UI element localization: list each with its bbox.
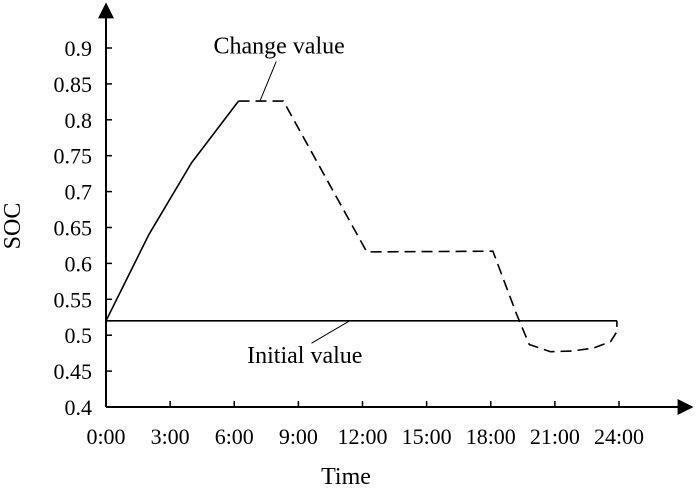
y-tick-label: 0.4 bbox=[65, 395, 93, 420]
y-tick-label: 0.8 bbox=[65, 108, 93, 133]
y-tick-label: 0.55 bbox=[54, 287, 93, 312]
x-tick-label: 3:00 bbox=[151, 424, 190, 449]
series-line-1-solid bbox=[105, 100, 240, 322]
y-tick-label: 0.5 bbox=[65, 323, 93, 348]
y-tick-label: 0.6 bbox=[65, 251, 93, 276]
y-axis-label: SOC bbox=[0, 203, 26, 250]
annotations: Change value Initial value bbox=[213, 33, 362, 369]
annotation-text: Initial value bbox=[247, 343, 362, 369]
x-axis-label: Time bbox=[321, 464, 371, 489]
x-tick-label: 12:00 bbox=[337, 424, 387, 449]
annotation-leader bbox=[311, 320, 350, 344]
ticks: 0.4 0.45 0.5 0.55 0.6 0.65 0.7 0.75 0.8 0.85 0.9 0:… bbox=[54, 36, 645, 449]
y-tick-label: 0.7 bbox=[65, 180, 93, 205]
x-tick-label: 18:00 bbox=[466, 424, 516, 449]
y-tick-label: 0.85 bbox=[54, 72, 93, 97]
series-line-2-dashed bbox=[238, 100, 618, 353]
annotation-text: Change value bbox=[213, 33, 344, 59]
x-tick-label: 15:00 bbox=[402, 424, 452, 449]
axes bbox=[98, 2, 694, 415]
series bbox=[105, 100, 618, 353]
x-tick-label: 9:00 bbox=[279, 424, 318, 449]
x-tick-label: 6:00 bbox=[215, 424, 254, 449]
x-tick-label: 0:00 bbox=[86, 424, 125, 449]
y-tick-label: 0.75 bbox=[54, 144, 93, 169]
x-tick-label: 24:00 bbox=[594, 424, 644, 449]
x-tick-label: 21:00 bbox=[530, 424, 580, 449]
annotation-leader bbox=[259, 61, 277, 102]
y-tick-label: 0.9 bbox=[65, 36, 93, 61]
y-tick-label: 0.45 bbox=[54, 359, 93, 384]
y-tick-label: 0.65 bbox=[54, 216, 93, 241]
